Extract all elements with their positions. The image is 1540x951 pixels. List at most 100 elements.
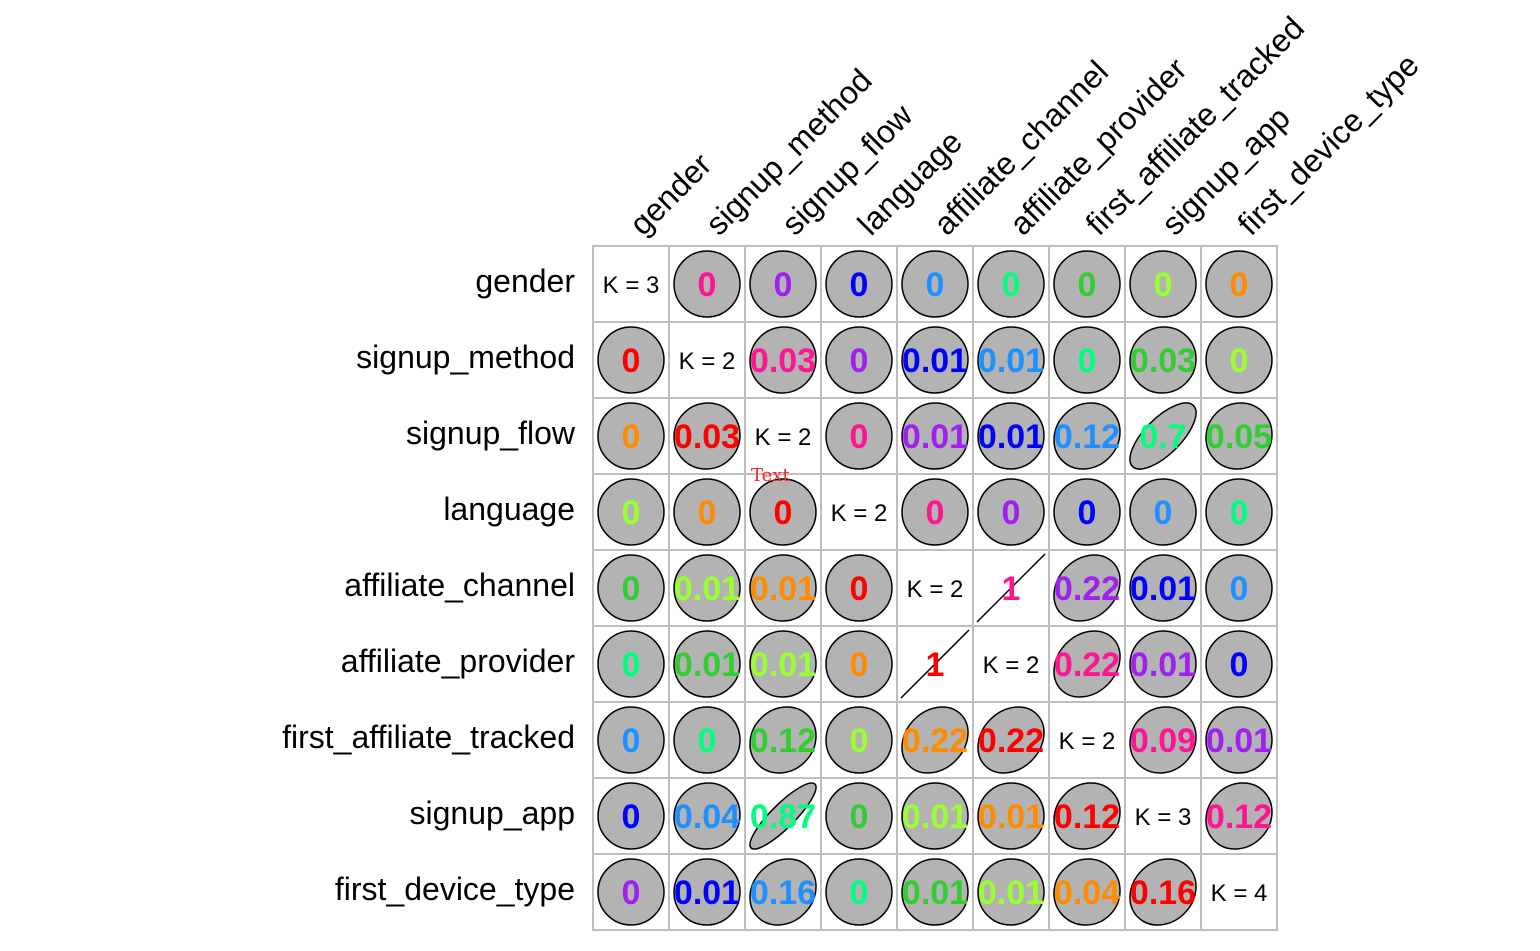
value-label: 0.01 — [978, 418, 1044, 456]
ellipse-mark — [597, 706, 665, 774]
row-label-signup_method: signup_method — [356, 339, 575, 375]
value-label: 0.22 — [978, 722, 1044, 760]
value-label: 0.87 — [750, 798, 816, 836]
value-label: 0.01 — [1130, 646, 1196, 684]
value-label: 0.05 — [1206, 418, 1272, 456]
cell-first_affiliate_tracked-signup_method: 0 — [668, 701, 746, 779]
value-label: 0 — [850, 722, 869, 760]
cell-border — [744, 397, 822, 475]
value-label: 0.12 — [1206, 798, 1272, 836]
diagonal-label: K = 2 — [679, 348, 736, 375]
ellipse-mark — [977, 326, 1045, 394]
ellipse-mark — [1053, 478, 1121, 546]
cell-language-gender: 0 — [592, 473, 670, 551]
ellipse-mark — [1053, 858, 1121, 926]
value-label: 0.01 — [1206, 722, 1272, 760]
cell-affiliate_provider-language: 0 — [820, 625, 898, 703]
row-label-gender: gender — [475, 263, 575, 299]
value-label: 0.22 — [1054, 646, 1120, 684]
cell-language-signup_flow: 0 — [744, 473, 822, 551]
ellipse-mark — [825, 402, 893, 470]
value-label: 0.01 — [978, 874, 1044, 912]
ellipse-mark — [597, 478, 665, 546]
ellipse-mark — [1053, 326, 1121, 394]
value-label: 0 — [1230, 342, 1249, 380]
ellipse-mark — [1129, 478, 1197, 546]
ellipse-mark — [1129, 402, 1197, 470]
value-label: 0 — [622, 874, 641, 912]
cell-first_device_type-gender: 0 — [592, 853, 670, 931]
ellipse-mark — [901, 250, 969, 318]
value-label: 0.12 — [1054, 418, 1120, 456]
value-label: 0 — [774, 266, 793, 304]
cell-gender-first_affiliate_tracked: 0 — [1048, 245, 1126, 323]
value-label: 0.16 — [750, 874, 816, 912]
value-label: 0.01 — [902, 418, 968, 456]
row-label-language: language — [443, 491, 575, 527]
ellipse-mark — [749, 250, 817, 318]
cell-gender-affiliate_channel: 0 — [896, 245, 974, 323]
ellipse-mark — [1205, 326, 1273, 394]
cell-signup_method-signup_flow: 0.03 — [744, 321, 822, 399]
row-label-affiliate_channel: affiliate_channel — [344, 567, 575, 603]
cell-signup_method-signup_method: K = 2 — [668, 321, 746, 399]
cell-first_device_type-affiliate_provider: 0.01 — [972, 853, 1050, 931]
ellipse-mark — [901, 402, 969, 470]
ellipse-mark — [597, 326, 665, 394]
cell-signup_app-signup_flow: 0.87 — [744, 777, 822, 855]
cell-language-first_device_type: 0 — [1200, 473, 1278, 551]
ellipse-mark — [749, 554, 817, 622]
value-label: 0.12 — [1054, 798, 1120, 836]
value-label: 0.01 — [750, 570, 816, 608]
value-label: 0 — [850, 418, 869, 456]
cell-signup_method-first_device_type: 0 — [1200, 321, 1278, 399]
value-label: 0.01 — [674, 874, 740, 912]
ellipse-mark — [673, 706, 741, 774]
value-label: 0.04 — [1054, 874, 1120, 912]
cell-language-language: K = 2 — [820, 473, 898, 551]
cell-first_affiliate_tracked-first_affiliate_tracked: K = 2 — [1048, 701, 1126, 779]
value-label: 0.01 — [1130, 570, 1196, 608]
cell-signup_method-signup_app: 0.03 — [1124, 321, 1202, 399]
value-label: 1 — [926, 646, 945, 684]
cell-first_device_type-signup_app: 0.16 — [1124, 853, 1202, 931]
ellipse-mark — [977, 250, 1045, 318]
value-label: 0 — [850, 570, 869, 608]
ellipse-mark — [901, 858, 969, 926]
value-label: 0.16 — [1130, 874, 1196, 912]
cell-affiliate_channel-signup_method: 0.01 — [668, 549, 746, 627]
cell-signup_app-signup_method: 0.04 — [668, 777, 746, 855]
cell-first_device_type-first_device_type: K = 4 — [1200, 853, 1278, 931]
value-label: 0.01 — [902, 342, 968, 380]
column-label-gender: gender — [622, 146, 718, 242]
ellipse-mark — [1053, 250, 1121, 318]
ellipse-mark — [597, 402, 665, 470]
value-label: 0.09 — [1130, 722, 1196, 760]
cell-signup_app-affiliate_channel: 0.01 — [896, 777, 974, 855]
diagonal-label: K = 2 — [831, 500, 888, 527]
cell-affiliate_channel-signup_app: 0.01 — [1124, 549, 1202, 627]
ellipse-mark — [1053, 554, 1121, 622]
ellipse-mark — [673, 630, 741, 698]
ellipse-mark — [1129, 554, 1197, 622]
cell-gender-signup_flow: 0 — [744, 245, 822, 323]
ellipse-mark — [597, 630, 665, 698]
cell-signup_app-affiliate_provider: 0.01 — [972, 777, 1050, 855]
ellipse-mark — [749, 630, 817, 698]
cell-signup_app-language: 0 — [820, 777, 898, 855]
cell-affiliate_provider-affiliate_provider: K = 2 — [972, 625, 1050, 703]
cell-language-first_affiliate_tracked: 0 — [1048, 473, 1126, 551]
value-label: 0 — [622, 646, 641, 684]
value-label: 0 — [926, 266, 945, 304]
value-label: 0.01 — [978, 342, 1044, 380]
cell-gender-first_device_type: 0 — [1200, 245, 1278, 323]
value-label: 0.01 — [978, 798, 1044, 836]
value-label: 0 — [1230, 570, 1249, 608]
cell-signup_app-first_affiliate_tracked: 0.12 — [1048, 777, 1126, 855]
cell-signup_method-gender: 0 — [592, 321, 670, 399]
ellipse-mark — [749, 326, 817, 394]
value-label: 0 — [622, 342, 641, 380]
cell-first_affiliate_tracked-gender: 0 — [592, 701, 670, 779]
value-label: 0 — [1154, 266, 1173, 304]
ellipse-mark — [597, 782, 665, 850]
